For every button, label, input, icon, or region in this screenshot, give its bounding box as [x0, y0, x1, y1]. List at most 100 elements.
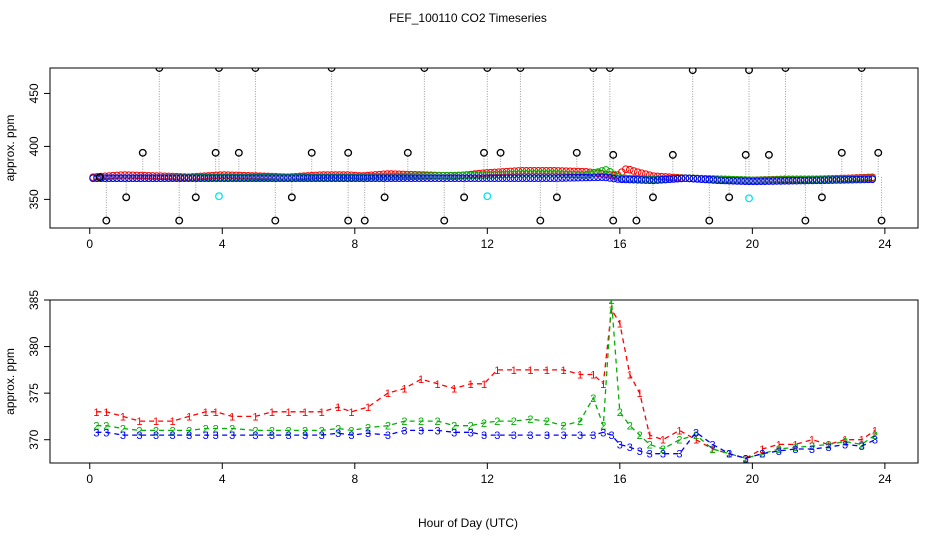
data-point: [319, 174, 328, 182]
data-point: [554, 174, 563, 182]
data-point: [367, 174, 376, 182]
series-marker: 1: [693, 435, 699, 447]
data-point: [443, 174, 451, 182]
outlier-point: [781, 68, 790, 72]
data-point: [530, 174, 539, 182]
series-marker: 1: [825, 439, 831, 451]
data-point: [387, 170, 396, 178]
series-marker: 3: [229, 430, 235, 442]
y-tick-label: 385: [27, 290, 41, 310]
series-marker: 2: [608, 295, 614, 307]
series-marker: 3: [600, 427, 606, 439]
series-marker: 1: [401, 383, 407, 395]
data-point: [645, 171, 654, 180]
plot-area: [89, 68, 886, 225]
series-marker: 2: [809, 441, 815, 453]
cyan-point: [745, 194, 753, 203]
data-point: [466, 174, 475, 182]
data-point: [212, 174, 221, 182]
outlier-point: [420, 68, 429, 72]
data-point: [852, 175, 861, 184]
data-point: [431, 174, 439, 182]
series-line: [96, 307, 876, 459]
series-marker: 3: [743, 453, 749, 465]
data-point: [200, 174, 209, 182]
x-tick-label: 20: [746, 472, 760, 486]
data-point: [144, 174, 153, 182]
data-point: [196, 174, 205, 182]
series-marker: 1: [451, 383, 457, 395]
series-marker: 1: [676, 425, 682, 437]
x-tick-label: 4: [219, 237, 226, 251]
data-point: [427, 174, 435, 182]
series-marker: 2: [385, 421, 391, 433]
data-point: [610, 174, 618, 183]
data-point: [355, 174, 364, 182]
data-point: [502, 170, 511, 179]
data-point: [455, 171, 463, 180]
x-axis-label: Hour of Day (UTC): [418, 516, 518, 530]
data-point: [641, 176, 650, 184]
data-point: [618, 175, 626, 184]
data-point: [252, 174, 260, 182]
series-marker: 3: [776, 446, 782, 458]
data-point: [506, 174, 515, 182]
outlier-point: [857, 68, 866, 72]
data-point: [494, 168, 503, 176]
series-marker: 2: [710, 444, 716, 456]
data-point: [232, 174, 240, 182]
data-point: [542, 170, 551, 178]
data-point: [387, 174, 396, 182]
data-point: [97, 174, 105, 182]
series-marker: 3: [451, 427, 457, 439]
data-point: [391, 170, 400, 178]
series-marker: 3: [203, 430, 209, 442]
data-point: [482, 174, 491, 182]
data-point: [546, 170, 555, 178]
outlier-point: [271, 216, 280, 225]
series-marker: 3: [560, 430, 566, 442]
series-marker: 2: [872, 430, 878, 442]
data-point: [101, 172, 109, 181]
data-point: [530, 170, 539, 178]
data-point: [820, 176, 829, 185]
series-marker: 1: [170, 416, 176, 428]
data-point: [538, 174, 547, 182]
data-point: [526, 170, 535, 178]
data-point: [379, 170, 388, 179]
series-marker: 3: [608, 430, 614, 442]
series-marker: 2: [527, 414, 533, 426]
series-marker: 1: [435, 379, 441, 391]
series-marker: 1: [637, 388, 643, 400]
data-point: [335, 174, 344, 182]
data-point: [403, 172, 411, 181]
data-point: [542, 174, 551, 182]
data-point: [828, 176, 837, 184]
outlier-point: [817, 193, 826, 202]
series-marker: 1: [136, 416, 142, 428]
data-point: [347, 174, 356, 182]
data-point: [753, 177, 761, 186]
data-point: [590, 169, 598, 177]
series-marker: 1: [285, 407, 291, 419]
series-marker: 2: [544, 416, 550, 428]
data-point: [637, 176, 646, 184]
data-point: [498, 174, 507, 182]
data-point: [494, 174, 503, 182]
series-marker: 1: [859, 435, 865, 447]
outlier-point: [460, 193, 469, 202]
series-marker: 2: [252, 425, 258, 437]
series-marker: 3: [872, 435, 878, 447]
series-marker: 1: [319, 407, 325, 419]
outlier-point: [287, 193, 296, 202]
data-point: [689, 174, 698, 183]
data-point: [208, 174, 217, 182]
y-axis-label: approx. ppm: [3, 348, 17, 415]
outlier-point: [745, 68, 753, 75]
data-point: [518, 174, 527, 182]
outlier-point: [440, 216, 449, 225]
series-marker: 2: [103, 421, 109, 433]
outlier-point: [215, 68, 223, 72]
cyan-point: [483, 192, 492, 201]
